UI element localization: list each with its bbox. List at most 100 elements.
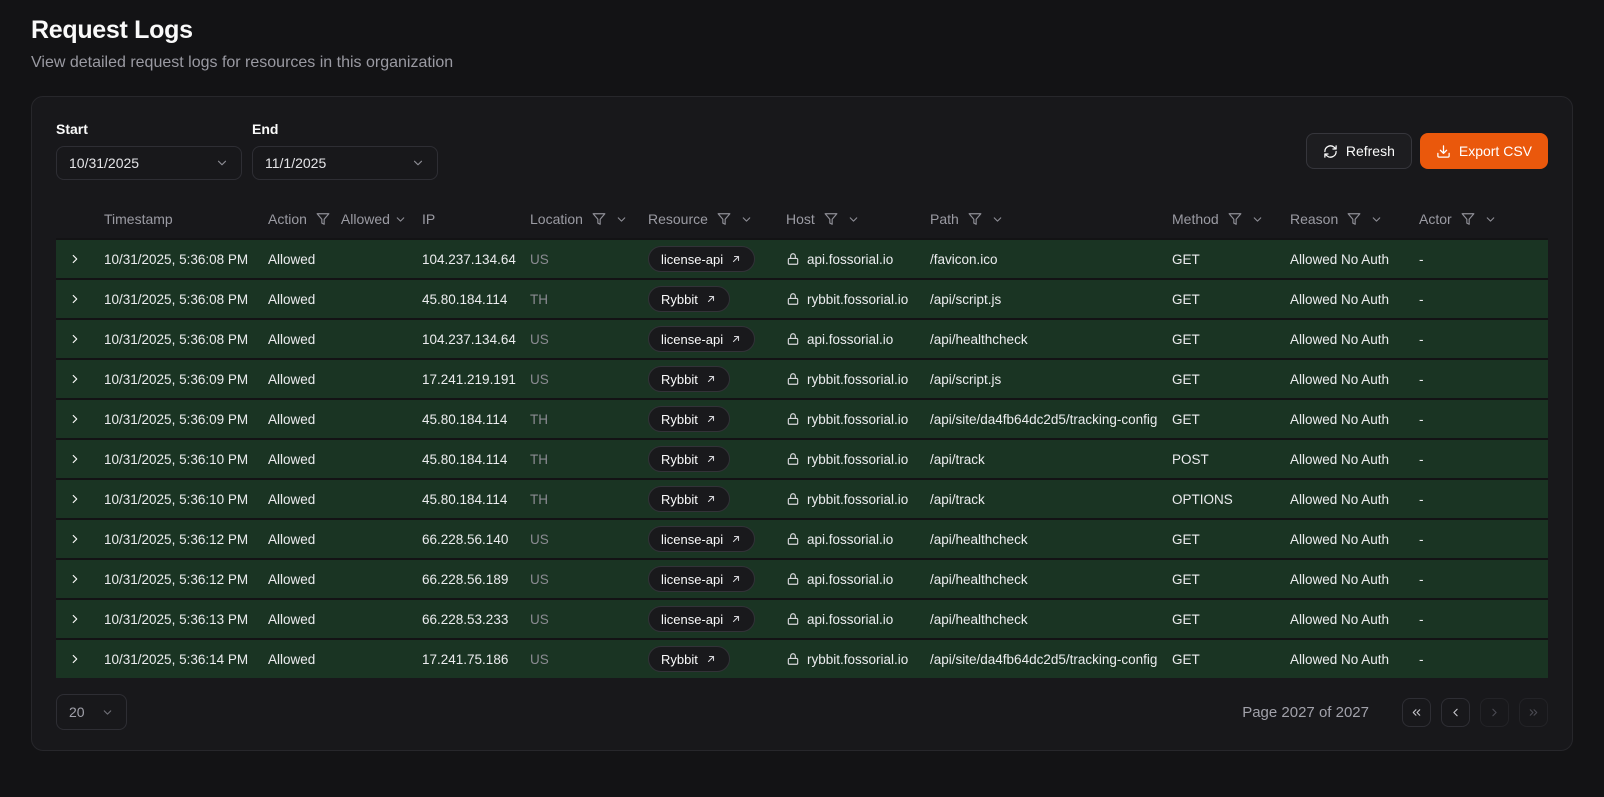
filter-icon[interactable]	[1347, 212, 1361, 226]
cell-method: GET	[1172, 611, 1200, 627]
cell-path: /favicon.ico	[930, 251, 998, 267]
cell-location: TH	[530, 291, 548, 307]
table-row[interactable]: 10/31/2025, 5:36:09 PM Allowed 17.241.21…	[56, 358, 1548, 398]
action-filter-value[interactable]: Allowed	[340, 211, 390, 227]
next-page-button[interactable]	[1480, 697, 1509, 727]
filter-icon[interactable]	[1228, 212, 1242, 226]
start-date-select[interactable]: 10/31/2025	[56, 146, 242, 180]
chevron-down-icon[interactable]	[615, 213, 628, 226]
cell-timestamp: 10/31/2025, 5:36:13 PM	[104, 611, 249, 627]
resource-badge[interactable]: Rybbit	[648, 446, 730, 472]
cell-action: Allowed	[268, 451, 316, 467]
cell-actor: -	[1419, 571, 1424, 587]
table-row[interactable]: 10/31/2025, 5:36:10 PM Allowed 45.80.184…	[56, 478, 1548, 518]
cell-expander	[56, 407, 104, 431]
end-date-group: End 11/1/2025	[252, 121, 438, 180]
column-header-action: Action Allowed	[268, 211, 422, 227]
resource-badge[interactable]: Rybbit	[648, 646, 730, 672]
filter-icon[interactable]	[1461, 212, 1475, 226]
chevron-down-icon[interactable]	[740, 213, 753, 226]
table-row[interactable]: 10/31/2025, 5:36:09 PM Allowed 45.80.184…	[56, 398, 1548, 438]
column-header-resource: Resource	[648, 211, 786, 227]
chevron-down-icon[interactable]	[991, 213, 1004, 226]
table-row[interactable]: 10/31/2025, 5:36:08 PM Allowed 104.237.1…	[56, 318, 1548, 358]
cell-location: TH	[530, 451, 548, 467]
end-date-select[interactable]: 11/1/2025	[252, 146, 438, 180]
chevron-down-icon[interactable]	[1484, 213, 1497, 226]
table-row[interactable]: 10/31/2025, 5:36:08 PM Allowed 45.80.184…	[56, 278, 1548, 318]
table-row[interactable]: 10/31/2025, 5:36:14 PM Allowed 17.241.75…	[56, 638, 1548, 678]
cell-method: GET	[1172, 571, 1200, 587]
resource-badge[interactable]: Rybbit	[648, 366, 730, 392]
page-size-select[interactable]: 20	[56, 694, 127, 730]
cell-path: /api/healthcheck	[930, 531, 1028, 547]
chevron-down-icon	[411, 156, 425, 170]
resource-badge[interactable]: Rybbit	[648, 406, 730, 432]
cell-host: api.fossorial.io	[786, 572, 930, 587]
cell-actor: -	[1419, 411, 1424, 427]
expand-row-button[interactable]	[63, 287, 87, 311]
previous-page-button[interactable]	[1441, 697, 1470, 727]
cell-location: US	[530, 571, 549, 587]
expand-row-button[interactable]	[63, 567, 87, 591]
chevron-down-icon[interactable]	[394, 213, 407, 226]
resource-badge[interactable]: license-api	[648, 326, 756, 352]
cell-host: api.fossorial.io	[786, 532, 930, 547]
table-row[interactable]: 10/31/2025, 5:36:12 PM Allowed 66.228.56…	[56, 558, 1548, 598]
filter-icon[interactable]	[717, 212, 731, 226]
expand-row-button[interactable]	[63, 607, 87, 631]
expand-row-button[interactable]	[63, 487, 87, 511]
cell-host: rybbit.fossorial.io	[786, 372, 930, 387]
end-date-value: 11/1/2025	[265, 155, 327, 171]
resource-badge[interactable]: Rybbit	[648, 286, 730, 312]
expand-row-button[interactable]	[63, 447, 87, 471]
arrow-up-right-icon	[705, 373, 717, 385]
table-row[interactable]: 10/31/2025, 5:36:10 PM Allowed 45.80.184…	[56, 438, 1548, 478]
arrow-up-right-icon	[730, 253, 742, 265]
refresh-button[interactable]: Refresh	[1305, 133, 1412, 169]
filter-icon[interactable]	[592, 212, 606, 226]
expand-row-button[interactable]	[63, 327, 87, 351]
filter-icon[interactable]	[824, 212, 838, 226]
chevron-down-icon[interactable]	[1251, 213, 1264, 226]
cell-expander	[56, 527, 104, 551]
lock-icon	[786, 372, 800, 386]
expand-row-button[interactable]	[63, 647, 87, 671]
resource-badge[interactable]: license-api	[648, 246, 756, 272]
lock-icon	[786, 572, 800, 586]
cell-actor: -	[1419, 651, 1424, 667]
expand-row-button[interactable]	[63, 527, 87, 551]
filter-icon[interactable]	[968, 212, 982, 226]
start-date-label: Start	[56, 121, 88, 137]
cell-location: US	[530, 651, 549, 667]
export-csv-button[interactable]: Export CSV	[1419, 133, 1548, 169]
pager-buttons	[1402, 697, 1548, 727]
cell-path: /api/site/da4fb64dc2d5/tracking-config	[930, 411, 1158, 427]
table-row[interactable]: 10/31/2025, 5:36:08 PM Allowed 104.237.1…	[56, 238, 1548, 278]
logs-card: Start 10/31/2025 End 11/1/2025	[31, 96, 1573, 751]
cell-reason: Allowed No Auth	[1290, 651, 1390, 667]
last-page-button[interactable]	[1519, 697, 1548, 727]
resource-badge[interactable]: license-api	[648, 566, 756, 592]
lock-icon	[786, 492, 800, 506]
chevron-down-icon[interactable]	[847, 213, 860, 226]
cell-expander	[56, 487, 104, 511]
expand-row-button[interactable]	[63, 247, 87, 271]
cell-timestamp: 10/31/2025, 5:36:09 PM	[104, 411, 249, 427]
cell-expander	[56, 447, 104, 471]
pagination-bar: 20 Page 2027 of 2027	[56, 694, 1548, 730]
resource-badge[interactable]: license-api	[648, 526, 756, 552]
resource-badge[interactable]: license-api	[648, 606, 756, 632]
expand-row-button[interactable]	[63, 407, 87, 431]
resource-badge[interactable]: Rybbit	[648, 486, 730, 512]
filter-icon[interactable]	[316, 212, 330, 226]
cell-ip: 104.237.134.64	[422, 251, 516, 267]
chevron-down-icon[interactable]	[1370, 213, 1383, 226]
table-row[interactable]: 10/31/2025, 5:36:12 PM Allowed 66.228.56…	[56, 518, 1548, 558]
cell-timestamp: 10/31/2025, 5:36:08 PM	[104, 251, 249, 267]
cell-host: rybbit.fossorial.io	[786, 492, 930, 507]
table-row[interactable]: 10/31/2025, 5:36:13 PM Allowed 66.228.53…	[56, 598, 1548, 638]
expand-row-button[interactable]	[63, 367, 87, 391]
first-page-button[interactable]	[1402, 697, 1431, 727]
cell-location: US	[530, 371, 549, 387]
